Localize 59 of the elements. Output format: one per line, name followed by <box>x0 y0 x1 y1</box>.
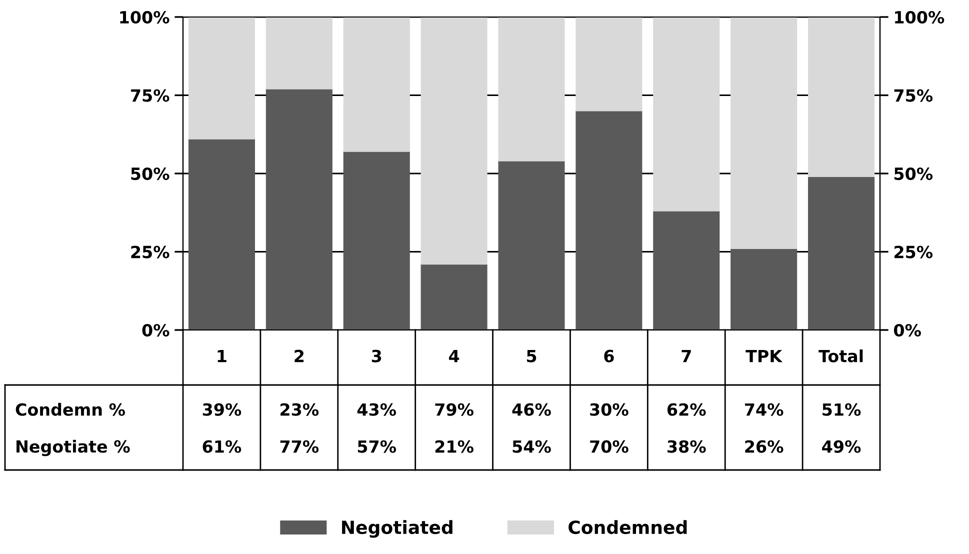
y-tick-label: 100% <box>120 10 170 24</box>
y2-tick-label: 0% <box>894 324 921 337</box>
bar <box>576 17 642 112</box>
bar <box>420 264 488 330</box>
data-label: 74% <box>745 403 784 416</box>
legend-label: Condemned <box>568 520 687 534</box>
data-label: 61% <box>202 440 242 453</box>
y2-tick-label: 75% <box>894 89 933 102</box>
bar <box>188 138 255 330</box>
bar <box>808 176 875 330</box>
bar <box>266 17 332 90</box>
x-tick-label: 4 <box>449 350 460 362</box>
data-label: 57% <box>358 440 396 453</box>
bar <box>498 160 565 330</box>
text: Condemn % <box>16 402 125 416</box>
bar <box>188 17 255 140</box>
y2-tick-label: 50% <box>894 167 933 180</box>
bar <box>730 17 798 249</box>
x-tick-label: Total <box>818 349 863 362</box>
data-label: 49% <box>822 440 861 453</box>
x-tick-label: 5 <box>526 350 536 362</box>
bar <box>653 17 720 212</box>
y-tick-label: 50% <box>131 167 170 180</box>
text: Negotiate % <box>16 440 130 456</box>
legend-label: Negotiated <box>342 520 452 538</box>
data-label: 77% <box>280 440 319 453</box>
bar <box>653 210 720 330</box>
x-tick-label: 1 <box>218 350 226 362</box>
x-tick-label: 3 <box>372 350 382 362</box>
data-label: 51% <box>822 403 861 416</box>
data-label: 54% <box>512 440 551 453</box>
x-tick-label: 6 <box>604 350 614 362</box>
bar <box>730 248 798 330</box>
data-label: 23% <box>280 403 319 416</box>
data-label: 62% <box>667 403 706 416</box>
bar <box>420 17 488 265</box>
bar <box>498 17 565 162</box>
bar <box>343 151 410 330</box>
data-label: 30% <box>590 403 628 416</box>
data-label: 39% <box>202 403 242 416</box>
data-label: 26% <box>745 440 784 453</box>
bar <box>808 17 875 177</box>
data-label: 79% <box>435 403 474 416</box>
y-tick-label: 25% <box>131 246 170 258</box>
bar <box>576 110 642 330</box>
data-label: 70% <box>590 440 628 453</box>
data-label: 38% <box>668 440 706 453</box>
x-tick-label: 7 <box>682 350 691 362</box>
x-tick-label: 2 <box>294 350 304 362</box>
x-tick-label: TPK <box>746 350 783 362</box>
y2-tick-label: 25% <box>894 246 933 258</box>
data-label: 21% <box>435 440 474 453</box>
bar <box>343 17 410 152</box>
data-label: 46% <box>512 403 551 416</box>
bar <box>266 88 332 330</box>
data-label: 43% <box>357 403 396 416</box>
y-tick-label: 0% <box>142 324 170 337</box>
y-tick-label: 75% <box>131 89 170 102</box>
y2-tick-label: 100% <box>895 10 944 24</box>
